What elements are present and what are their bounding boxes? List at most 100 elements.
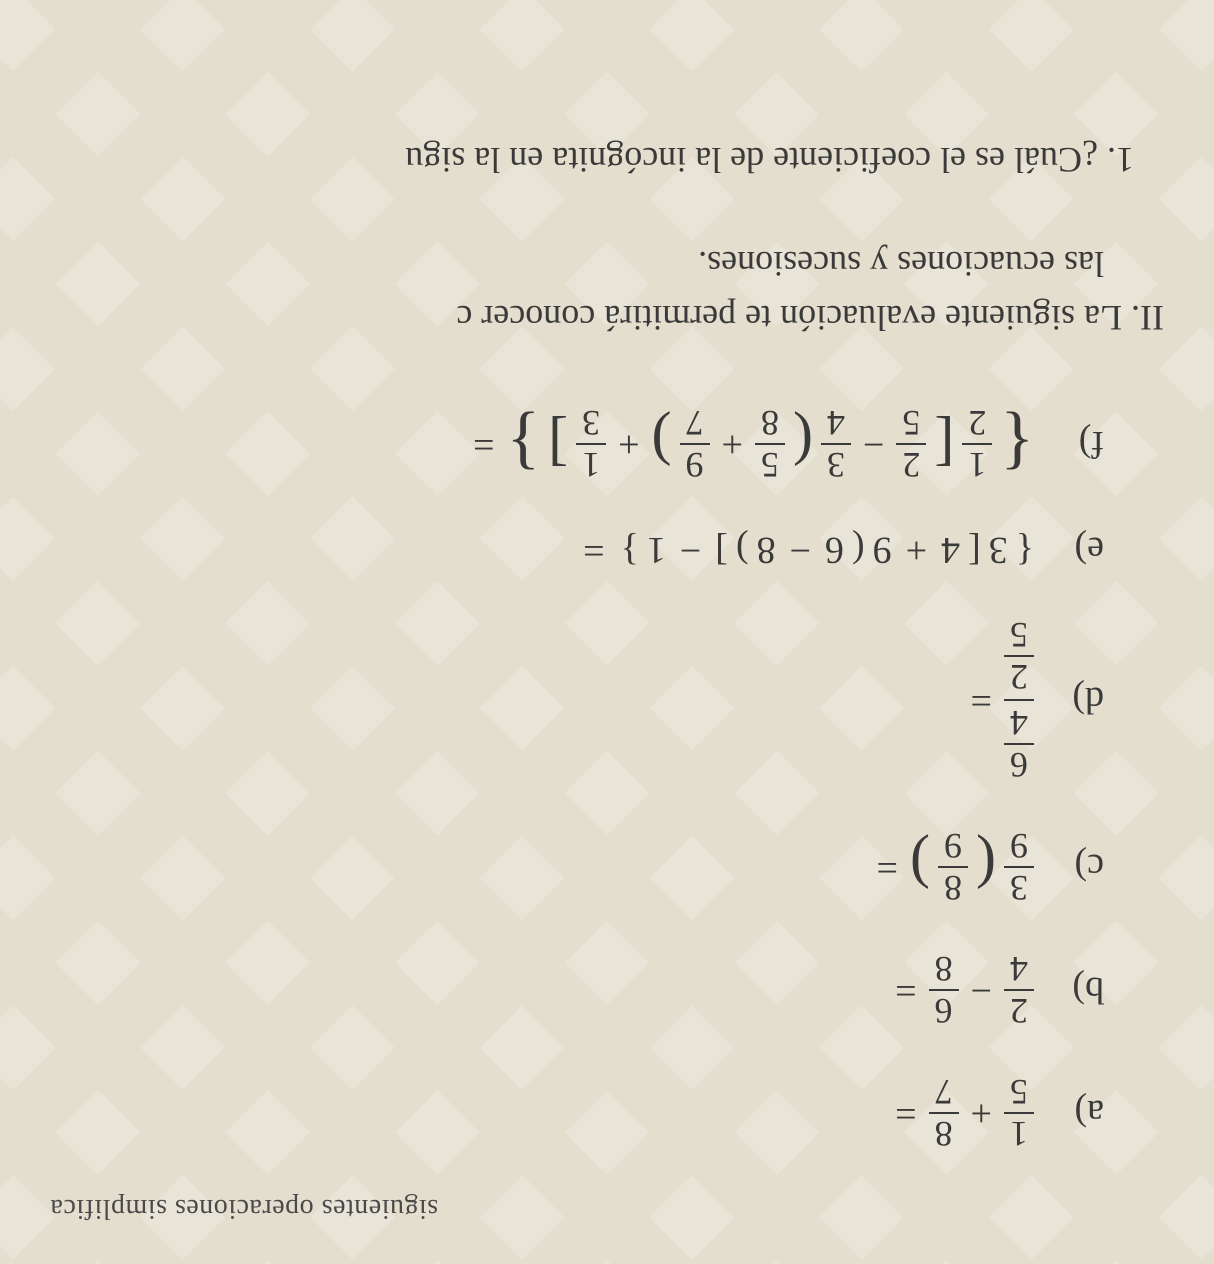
problem-f-label: f) <box>1034 422 1104 466</box>
numerator: 9 <box>680 443 710 483</box>
minus-op: − <box>674 528 707 572</box>
fraction: 6 8 <box>929 951 959 1029</box>
problem-d: d) 6 4 2 5 = <box>50 617 1104 783</box>
problem-c-expr: 3 9 ( 8 9 ) = <box>873 828 1034 906</box>
equals-op: = <box>469 422 498 466</box>
top-clipped-text: siguientes operaciones simplifica <box>50 1192 1164 1224</box>
open-brace: { <box>1016 528 1034 572</box>
minus-op: − <box>784 528 817 572</box>
number: 6 <box>825 528 844 572</box>
problem-d-expr: 6 4 2 5 = <box>967 617 1034 783</box>
section-ii-line1: II. La siguiente evaluación te permitirá… <box>50 291 1164 345</box>
plus-op: + <box>718 422 747 466</box>
problem-a: a) 1 5 + 8 7 = <box>50 1074 1104 1152</box>
numerator: 1 <box>962 443 992 483</box>
fraction: 5 8 <box>755 405 785 483</box>
denominator: 4 <box>1004 951 1034 989</box>
problem-b: b) 2 4 − 6 8 = <box>50 951 1104 1029</box>
plus-op: + <box>614 422 643 466</box>
problems-list: a) 1 5 + 8 7 = b) 2 4 <box>50 405 1164 1152</box>
problem-e-expr: { 3 [ 4 + 9 ( 6 − 8 ) ] − 1 } = <box>583 528 1034 572</box>
fraction: 1 5 <box>1004 1074 1034 1152</box>
denominator: 9 <box>1004 828 1034 866</box>
denominator: 7 <box>680 405 710 443</box>
numerator: 2 <box>896 443 926 483</box>
open-paren: ( <box>793 420 813 468</box>
equals-op: = <box>891 968 920 1012</box>
open-bracket: [ <box>934 420 954 468</box>
section-ii: II. La siguiente evaluación te permitirá… <box>50 237 1164 345</box>
numerator: 1 <box>1004 1112 1034 1152</box>
numerator: 1 <box>576 443 606 483</box>
equals-op: = <box>967 678 996 722</box>
denominator: 8 <box>755 405 785 443</box>
fraction: 6 4 <box>1004 705 1034 783</box>
fraction: 3 4 <box>821 405 851 483</box>
problem-d-label: d) <box>1034 678 1104 722</box>
equals-op: = <box>873 845 902 889</box>
problem-c-label: c) <box>1034 845 1104 889</box>
problem-a-label: a) <box>1034 1091 1104 1135</box>
complex-frac-top: 6 4 <box>1004 699 1034 783</box>
fraction: 1 3 <box>576 405 606 483</box>
minus-op: − <box>967 968 996 1012</box>
problem-b-label: b) <box>1034 968 1104 1012</box>
fraction: 2 5 <box>1004 617 1034 695</box>
numerator: 6 <box>1004 743 1034 783</box>
denominator: 5 <box>896 405 926 443</box>
denominator: 9 <box>938 828 968 866</box>
fraction: 8 9 <box>938 828 968 906</box>
denominator: 5 <box>1004 1074 1034 1112</box>
page-content: siguientes operaciones simplifica a) 1 5… <box>0 93 1214 1264</box>
section-ii-line2: las ecuaciones y sucesiones. <box>50 237 1164 291</box>
fraction: 2 4 <box>1004 951 1034 1029</box>
numerator: 2 <box>1004 989 1034 1029</box>
open-bracket: [ <box>968 528 981 572</box>
problem-e-label: e) <box>1034 528 1104 572</box>
numerator: 2 <box>1004 655 1034 695</box>
denominator: 5 <box>1004 617 1034 655</box>
question-1: 1. ¿Cuál es el coeficiente de la incógni… <box>50 133 1164 187</box>
close-brace: } <box>621 528 639 572</box>
equals-op: = <box>583 528 612 572</box>
fraction: 9 7 <box>680 405 710 483</box>
numerator: 3 <box>1004 866 1034 906</box>
close-paren: ) <box>910 843 930 891</box>
problem-f-expr: { 1 2 [ 2 5 − 3 4 ( 5 8 <box>469 405 1034 483</box>
number: 9 <box>873 528 892 572</box>
fraction: 2 5 <box>896 405 926 483</box>
denominator: 4 <box>821 405 851 443</box>
problem-c: c) 3 9 ( 8 9 ) = <box>50 828 1104 906</box>
problem-f: f) { 1 2 [ 2 5 − 3 4 ( 5 <box>50 405 1104 483</box>
number: 1 <box>647 528 666 572</box>
denominator: 8 <box>929 951 959 989</box>
numerator: 8 <box>929 1112 959 1152</box>
number: 8 <box>757 528 776 572</box>
complex-fraction: 6 4 2 5 <box>1004 617 1034 783</box>
open-brace: { <box>1000 420 1034 469</box>
open-paren: ( <box>976 843 996 891</box>
close-paren: ) <box>652 420 672 468</box>
denominator: 2 <box>962 405 992 443</box>
open-paren: ( <box>852 528 865 572</box>
minus-op: − <box>859 422 888 466</box>
denominator: 3 <box>576 405 606 443</box>
numerator: 8 <box>938 866 968 906</box>
problem-b-expr: 2 4 − 6 8 = <box>891 951 1034 1029</box>
close-brace: } <box>507 420 541 469</box>
numerator: 5 <box>755 443 785 483</box>
denominator: 7 <box>929 1074 959 1112</box>
close-bracket: ] <box>715 528 728 572</box>
plus-op: + <box>900 528 933 572</box>
fraction: 8 7 <box>929 1074 959 1152</box>
fraction: 3 9 <box>1004 828 1034 906</box>
equals-op: = <box>891 1091 920 1135</box>
close-paren: ) <box>736 528 749 572</box>
plus-op: + <box>967 1091 996 1135</box>
problem-e: e) { 3 [ 4 + 9 ( 6 − 8 ) ] − 1 } = <box>50 528 1104 572</box>
numerator: 3 <box>821 443 851 483</box>
close-bracket: ] <box>548 420 568 468</box>
number: 3 <box>989 528 1008 572</box>
numerator: 6 <box>929 989 959 1029</box>
section-text: II. La siguiente evaluación te permitirá… <box>50 133 1164 345</box>
